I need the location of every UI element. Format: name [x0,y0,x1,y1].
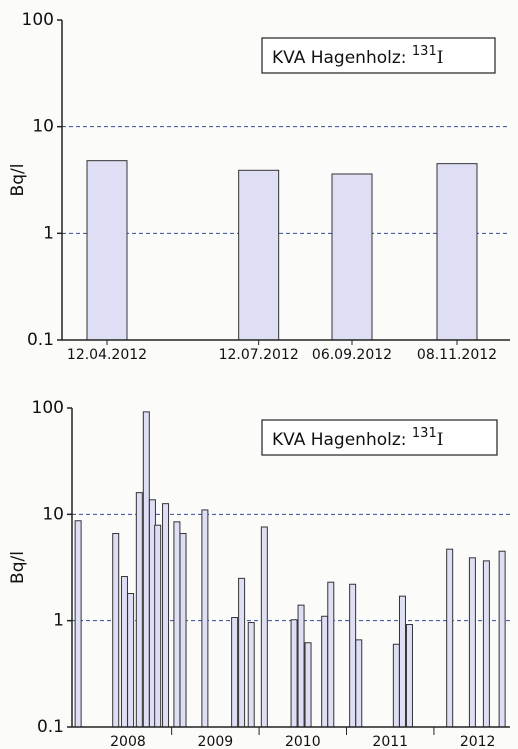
bar [162,503,170,728]
y-tick-label: 1 [53,611,64,631]
bar [135,492,143,728]
x-tick-label: 08.11.2012 [417,347,497,363]
bar [154,524,162,728]
bar [173,521,181,728]
bar [355,639,363,728]
bar [201,509,209,728]
bar [398,595,406,728]
bar [290,619,298,728]
x-tick-label: 06.09.2012 [312,347,392,363]
bar [498,550,506,728]
bar [349,583,357,728]
x-tick-label: 2012 [460,734,496,749]
bar [86,160,128,341]
x-tick-label: 2011 [372,734,408,749]
chart-title: KVA Hagenholz: 131I [272,44,443,69]
y-tick-label: 100 [22,10,54,30]
bar [112,533,120,728]
y-tick-label: 0.1 [27,330,54,350]
title-box [261,37,496,74]
x-tick-label: 2009 [198,734,234,749]
title-element: I [437,48,444,68]
x-tick-label: 12.07.2012 [219,347,299,363]
title-element: I [437,430,444,450]
title-superscript: 131 [412,44,437,59]
bar [327,581,335,728]
bar [238,169,280,341]
bar [304,642,312,728]
bar [120,576,128,728]
title-box [261,419,498,456]
title-text: KVA Hagenholz: [272,48,407,68]
bar [321,615,329,728]
bar [74,520,82,728]
y-tick-label: 1 [43,223,54,243]
title-text: KVA Hagenholz: [272,430,407,450]
bar [446,548,454,728]
bar [436,163,478,341]
bar [392,643,400,728]
bar [331,173,373,341]
y-axis-label: Bq/l [8,551,28,584]
title-superscript: 131 [412,426,437,441]
chart-title: KVA Hagenholz: 131I [272,426,443,451]
bar [127,593,135,728]
x-tick-label: 2008 [110,734,146,749]
bar [260,526,268,728]
bar [231,617,239,728]
bar [238,577,246,728]
y-axis-label: Bq/l [8,164,28,197]
y-tick-label: 100 [32,398,64,418]
x-tick-label: 12.04.2012 [67,347,147,363]
y-tick-label: 10 [32,117,54,137]
bar [482,560,490,728]
y-tick-label: 10 [42,504,64,524]
bar [142,411,150,728]
bar [179,533,187,728]
bar [468,557,476,728]
bar [405,624,413,728]
bar [247,622,255,728]
bar [297,604,305,728]
x-tick-label: 2010 [285,734,321,749]
y-tick-label: 0.1 [37,717,64,737]
